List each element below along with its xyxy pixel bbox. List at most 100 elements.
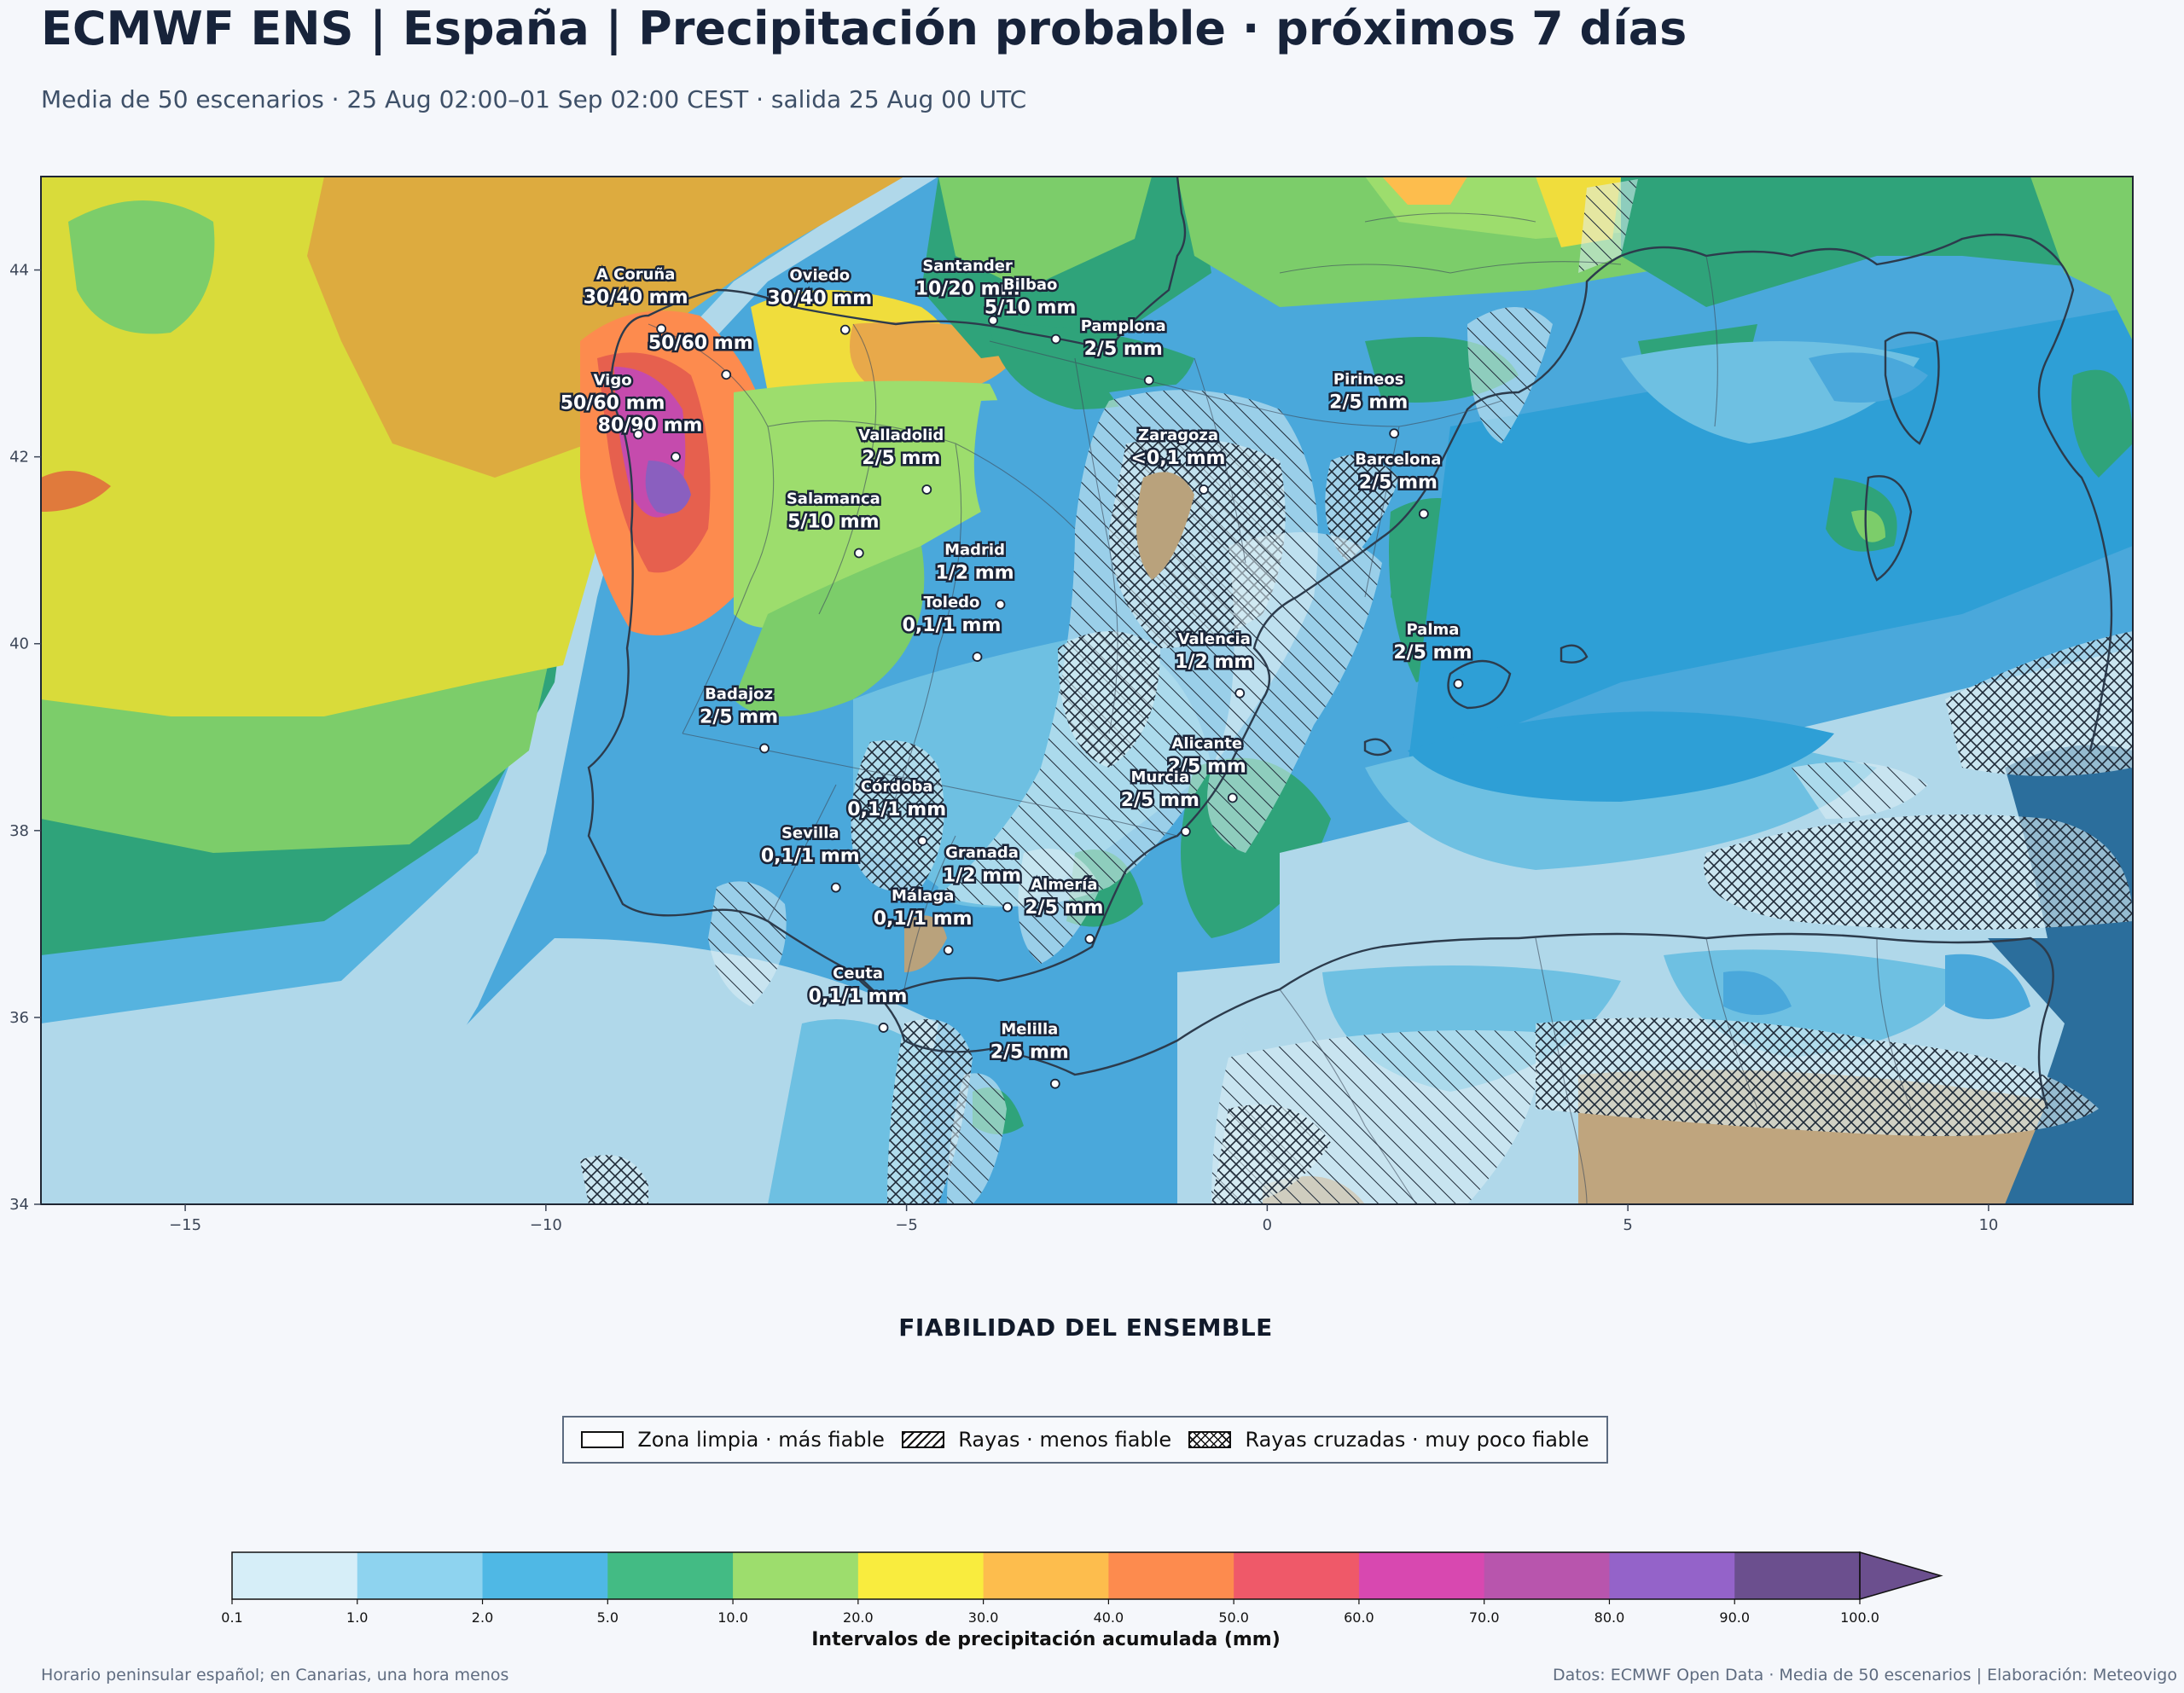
city-dot-icon — [759, 743, 770, 754]
city-marker[interactable]: Sevilla 0,1/1 mm — [758, 822, 862, 893]
city-marker[interactable]: Zaragoza <0,1 mm — [1129, 424, 1228, 495]
city-marker[interactable]: Murcia 2/5 mm — [1118, 766, 1201, 837]
city-dot-icon — [721, 369, 732, 380]
city-name: Toledo — [924, 594, 980, 612]
city-marker[interactable]: Ceuta 0,1/1 mm — [806, 962, 909, 1033]
colorbar-tick-label: 50.0 — [1218, 1609, 1249, 1626]
city-dot-icon — [1049, 1078, 1060, 1089]
city-value: 1/2 mm — [1175, 652, 1253, 673]
city-value: 2/5 mm — [1359, 472, 1438, 493]
city-name: Palma — [1406, 621, 1459, 639]
city-marker[interactable]: 50/60 mm — [646, 331, 755, 380]
y-tick-label: 40 — [9, 635, 29, 653]
clear-swatch-icon — [581, 1431, 624, 1448]
colorbar-tick-label: 90.0 — [1719, 1609, 1750, 1626]
city-value: 5/10 mm — [985, 298, 1076, 319]
city-marker[interactable]: Barcelona 2/5 mm — [1353, 449, 1443, 519]
city-name: Granada — [945, 844, 1019, 862]
city-marker[interactable]: Pamplona 2/5 mm — [1078, 315, 1168, 386]
colorbar-segment — [733, 1552, 859, 1599]
city-marker[interactable]: Toledo 0,1/1 mm — [900, 592, 1003, 662]
x-tick-label: 5 — [1623, 1216, 1632, 1234]
reliability-title: FIABILIDAD DEL ENSEMBLE — [898, 1313, 1273, 1342]
colorbar-segment — [232, 1552, 358, 1599]
city-dot-icon — [656, 323, 667, 334]
city-marker[interactable]: Córdoba 0,1/1 mm — [845, 775, 949, 846]
y-tick-label: 42 — [9, 449, 29, 467]
city-dot-icon — [878, 1023, 889, 1033]
city-marker[interactable]: Madrid 1/2 mm — [933, 539, 1016, 610]
city-marker[interactable]: Santander 10/20 mm — [913, 255, 1022, 326]
city-value: 2/5 mm — [1025, 897, 1103, 919]
city-marker[interactable]: Vigo 50/60 mm — [558, 369, 667, 440]
colorbar-segment — [1484, 1552, 1610, 1599]
legend-label-hatched: Rayas · menos fiable — [958, 1428, 1172, 1452]
city-name: Oviedo — [789, 267, 850, 285]
city-value: 2/5 mm — [1393, 642, 1472, 664]
colorbar-segment — [1234, 1552, 1360, 1599]
city-marker[interactable]: Valencia 1/2 mm — [1173, 628, 1256, 699]
city-value: 2/5 mm — [990, 1042, 1069, 1064]
colorbar-title: Intervalos de precipitación acumulada (m… — [811, 1629, 1281, 1650]
city-name: Zaragoza — [1138, 426, 1218, 444]
colorbar-tick-label: 70.0 — [1469, 1609, 1500, 1626]
city-name: Murcia — [1131, 768, 1190, 786]
city-marker[interactable]: Pirineos 2/5 mm — [1327, 368, 1410, 439]
colorbar-tick-label: 80.0 — [1594, 1609, 1625, 1626]
colorbar-segment — [1358, 1552, 1485, 1599]
city-value: 2/5 mm — [1168, 756, 1246, 777]
city-name: Valencia — [1178, 630, 1251, 648]
city-dot-icon — [995, 599, 1006, 610]
colorbar-tick-label: 60.0 — [1344, 1609, 1374, 1626]
city-marker[interactable]: Badajoz 2/5 mm — [697, 683, 781, 754]
city-dot-icon — [972, 652, 983, 662]
x-tick-label: 0 — [1263, 1216, 1272, 1234]
city-name: Madrid — [944, 542, 1005, 560]
city-dot-icon — [1418, 508, 1429, 519]
city-value: 0,1/1 mm — [847, 799, 946, 820]
y-tick-label: 44 — [9, 262, 29, 280]
city-marker[interactable]: Melilla 2/5 mm — [988, 1018, 1071, 1089]
city-dot-icon — [1234, 687, 1246, 699]
colorbar-tick-label: 40.0 — [1094, 1609, 1124, 1626]
city-value: 30/40 mm — [767, 288, 872, 310]
x-tick-label: −10 — [530, 1216, 562, 1234]
colorbar-segment — [357, 1552, 484, 1599]
city-value: <0,1 mm — [1131, 448, 1226, 469]
city-marker[interactable]: A Coruña 30/40 mm — [581, 264, 690, 334]
city-name: Pamplona — [1081, 317, 1166, 335]
city-marker[interactable]: 80/90 mm — [595, 413, 705, 462]
city-value: 0,1/1 mm — [761, 846, 860, 867]
city-marker[interactable]: Oviedo 30/40 mm — [765, 264, 874, 335]
city-name: Alicante — [1171, 734, 1242, 752]
city-name: Badajoz — [705, 685, 773, 703]
city-dot-icon — [839, 324, 851, 335]
footer-credits: Datos: ECMWF Open Data · Media de 50 esc… — [1553, 1666, 2177, 1684]
colorbar-tick-label: 5.0 — [597, 1609, 619, 1626]
colorbar-segment — [1108, 1552, 1234, 1599]
city-marker[interactable]: Palma 2/5 mm — [1391, 618, 1474, 689]
x-tick-label: −5 — [895, 1216, 918, 1234]
city-marker[interactable]: Salamanca 5/10 mm — [784, 488, 882, 559]
city-dot-icon — [921, 484, 932, 495]
city-dot-icon — [943, 945, 954, 955]
city-dot-icon — [1143, 374, 1154, 386]
city-name: Valladolid — [858, 426, 944, 444]
city-marker[interactable]: Valladolid 2/5 mm — [857, 424, 946, 495]
colorbar-tick-label: 20.0 — [843, 1609, 874, 1626]
city-name: Bilbao — [1003, 276, 1057, 294]
city-value: 2/5 mm — [1329, 391, 1408, 413]
city-dot-icon — [1050, 333, 1061, 345]
y-tick-label: 38 — [9, 822, 29, 840]
precipitation-map[interactable]: −15 −10 −5 0 5 10 44 42 40 38 36 34 A Coruña 30/40 m… — [0, 0, 2184, 1254]
city-value: 2/5 mm — [1121, 790, 1199, 811]
city-marker[interactable]: Bilbao 5/10 mm — [982, 274, 1078, 345]
city-marker[interactable]: Alicante 2/5 mm — [1165, 733, 1248, 803]
colorbar-tick-label: 1.0 — [346, 1609, 368, 1626]
colorbar-tick-label: 10.0 — [717, 1609, 748, 1626]
city-marker[interactable]: Málaga 0,1/1 mm — [871, 885, 974, 955]
y-tick-label: 36 — [9, 1009, 29, 1027]
city-value: 30/40 mm — [584, 287, 688, 309]
city-marker[interactable]: Granada 1/2 mm — [940, 842, 1024, 913]
city-marker[interactable]: Almería 2/5 mm — [1023, 873, 1106, 944]
